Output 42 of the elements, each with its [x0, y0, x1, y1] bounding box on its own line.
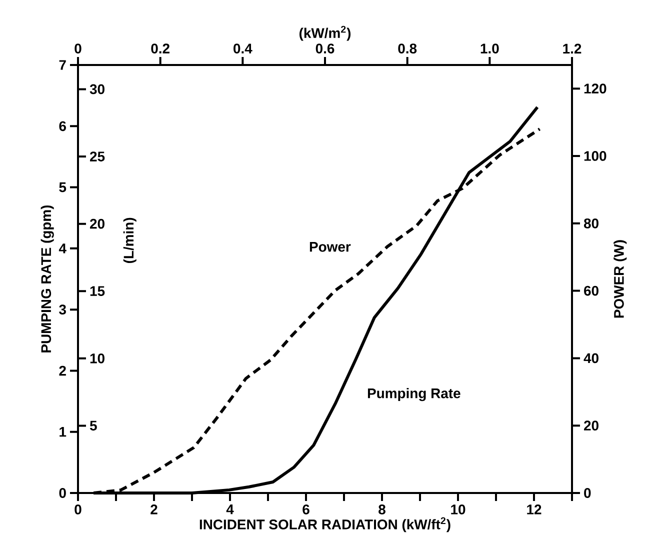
x-tick-label: 2	[150, 504, 158, 514]
y3-tick-label: 10	[90, 353, 104, 364]
x2-tick-label: 0.6	[316, 44, 334, 54]
y-tick-label: 1	[60, 427, 66, 437]
y2-tick-label: 20	[584, 420, 598, 431]
y-tick-label: 7	[59, 60, 66, 70]
x-tick-label: 4	[226, 504, 234, 514]
y2-tick-label: 100	[584, 151, 606, 161]
x-tick-label: 10	[451, 504, 466, 514]
y2-tick-label: 80	[584, 218, 598, 228]
y-tick-label: 2	[59, 366, 66, 376]
x2-tick-label: 1.0	[480, 44, 499, 54]
y-tick-label: 6	[59, 121, 66, 132]
y2-tick-label: 40	[584, 353, 598, 364]
x2-axis-title: (kW/m$^{2}$)	[299, 26, 351, 41]
y3-tick-label: 15	[90, 286, 105, 296]
x-axis-title: INCIDENT SOLAR RADIATION (kW/ft$^{2}$)	[200, 517, 450, 532]
y3-tick-label: 25	[90, 152, 105, 162]
y2-tick-label: 120	[584, 84, 606, 94]
x2-tick-label: 0.8	[398, 44, 417, 54]
y2-axis-title: POWER (W)	[614, 240, 627, 318]
x2-tick-label: 1.2	[563, 44, 582, 54]
x2-tick-label: 0	[74, 44, 82, 54]
y3-tick-label: 5	[90, 420, 97, 431]
y2-tick-label: 0	[584, 488, 591, 498]
y2-tick-label: 60	[584, 286, 598, 296]
x2-tick-label: 0.4	[234, 44, 252, 54]
series-label: Pumping Rate	[368, 388, 460, 402]
y-tick-label: 0	[59, 488, 66, 498]
x-tick-label: 12	[527, 504, 542, 514]
x-tick-label: 0	[74, 504, 82, 514]
y-tick-label: 3	[59, 304, 66, 315]
y-axis-title: PUMPING RATE (gpm)	[40, 205, 54, 352]
y-tick-label: 5	[59, 182, 66, 192]
y3-axis-title: (L/min)	[123, 218, 136, 264]
x2-tick-label: 0.2	[151, 44, 170, 54]
y3-tick-label: 20	[90, 218, 104, 229]
x-tick-label: 8	[378, 504, 386, 514]
x-tick-label: 6	[302, 504, 310, 514]
series-label: Power	[310, 242, 351, 252]
y3-tick-label: 30	[90, 84, 104, 94]
y-tick-label: 4	[58, 244, 66, 254]
